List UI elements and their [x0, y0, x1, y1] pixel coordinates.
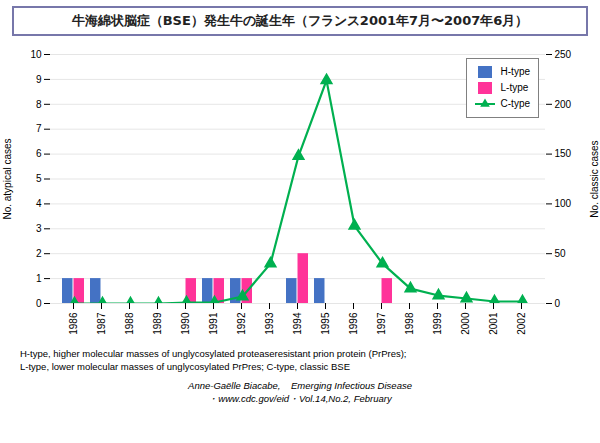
svg-text:1990: 1990	[180, 312, 191, 335]
svg-text:2000: 2000	[460, 312, 471, 335]
svg-text:250: 250	[555, 49, 572, 60]
svg-text:1993: 1993	[264, 312, 275, 335]
svg-text:50: 50	[555, 248, 567, 259]
svg-text:4: 4	[36, 198, 42, 209]
svg-text:1989: 1989	[152, 312, 163, 335]
svg-text:0: 0	[36, 298, 42, 309]
html-text:Anne-Gaëlle Biacabe, Emerging: Anne-Gaëlle Biacabe, Emerging Infectious…	[188, 380, 412, 391]
svg-text:200: 200	[555, 99, 572, 110]
html-text:L-type: L-type	[500, 82, 529, 93]
svg-text:1991: 1991	[208, 312, 219, 335]
svg-text:8: 8	[36, 99, 42, 110]
svg-text:1994: 1994	[292, 312, 303, 335]
svg-text:1999: 1999	[432, 312, 443, 335]
html-text:・www.cdc.gov/eid・Vol.14,No.2,: ・www.cdc.gov/eid・Vol.14,No.2, February	[208, 393, 392, 404]
svg-text:100: 100	[555, 198, 572, 209]
svg-text:10: 10	[30, 49, 42, 60]
svg-text:150: 150	[555, 148, 572, 159]
html-text:L-type, lower molecular masses: L-type, lower molecular masses of unglyc…	[20, 361, 350, 372]
svg-text:2: 2	[36, 248, 42, 259]
svg-text:5: 5	[36, 173, 42, 184]
svg-text:No. atypical cases: No. atypical cases	[2, 138, 13, 219]
svg-text:0: 0	[555, 298, 561, 309]
svg-text:1987: 1987	[96, 312, 107, 335]
svg-text:3: 3	[36, 223, 42, 234]
svg-text:1986: 1986	[68, 312, 79, 335]
svg-text:9: 9	[36, 74, 42, 85]
svg-text:1: 1	[36, 273, 42, 284]
svg-text:1995: 1995	[320, 312, 331, 335]
svg-text:1992: 1992	[236, 312, 247, 335]
svg-text:2001: 2001	[488, 312, 499, 335]
svg-text:1996: 1996	[348, 312, 359, 335]
svg-text:1988: 1988	[124, 312, 135, 335]
html-text:H-type, higher molecular masse: H-type, higher molecular masses of ungly…	[20, 348, 407, 359]
html-text:牛海綿状脳症（BSE）発生牛の誕生年（フランス2001年7月: 牛海綿状脳症（BSE）発生牛の誕生年（フランス2001年7月〜2007年6月）	[71, 13, 529, 28]
svg-text:No. classic cases: No. classic cases	[589, 140, 600, 217]
html-text:C-type: C-type	[500, 98, 530, 109]
svg-text:1997: 1997	[376, 312, 387, 335]
svg-text:6: 6	[36, 148, 42, 159]
html-text:H-type: H-type	[500, 66, 530, 77]
svg-text:7: 7	[36, 123, 42, 134]
svg-text:1998: 1998	[404, 312, 415, 335]
svg-text:2002: 2002	[516, 312, 527, 335]
